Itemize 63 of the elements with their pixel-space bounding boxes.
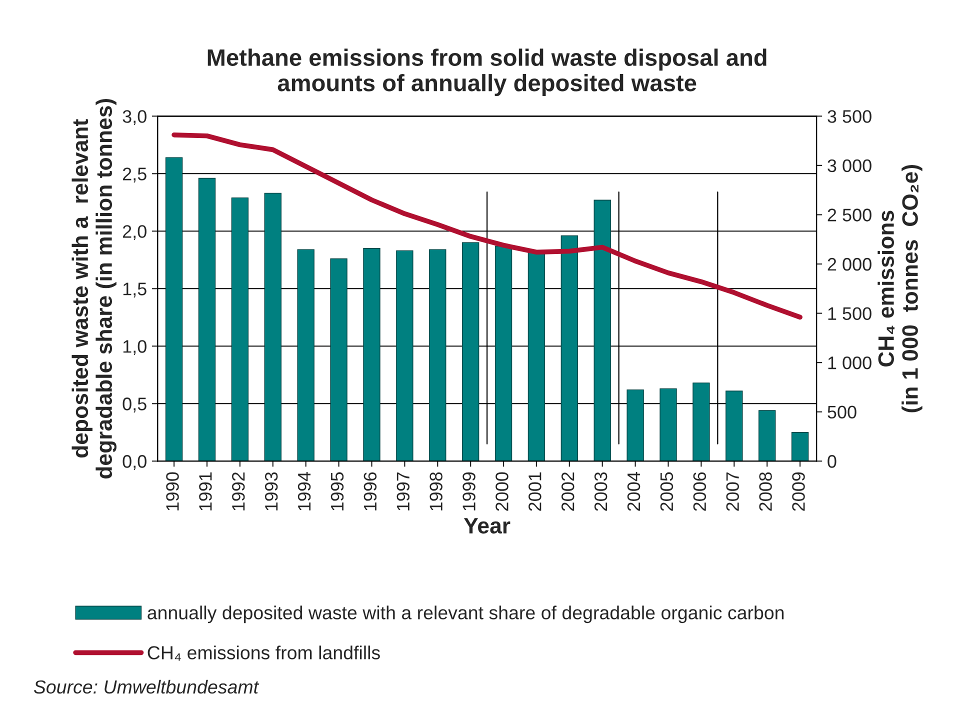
bar (560, 235, 578, 462)
y2-tick-label: 500 (828, 406, 856, 419)
bar (363, 248, 380, 462)
bar (198, 178, 216, 462)
x-tick-label: 2001 (528, 472, 542, 511)
y2-tick-label: 2 500 (828, 208, 872, 222)
x-tick-label: 2003 (594, 472, 608, 511)
y2-axis-title: CH₄ emissions (in 1 000 tonnes CO₂e) (878, 165, 922, 412)
y-tick-label: 1,0 (123, 340, 146, 355)
x-tick-label: 1999 (462, 472, 476, 510)
x-tick-label: 2005 (660, 472, 674, 511)
y-tick-label: 2,0 (122, 225, 146, 240)
bar (231, 197, 249, 462)
x-tick-label: 1994 (298, 472, 311, 510)
bar (791, 432, 809, 462)
bar (165, 157, 183, 462)
chart-title: Methane emissions from solid waste disposal and amounts of annually deposited waste (208, 48, 766, 96)
bar (528, 251, 546, 462)
bar (726, 390, 743, 462)
x-tick-label: 2004 (627, 472, 640, 511)
bar (396, 250, 414, 462)
x-tick-label: 2006 (693, 472, 706, 511)
line-series (172, 132, 802, 320)
bar (264, 192, 282, 462)
y2-tick-label: 1 000 (828, 356, 872, 370)
bar (297, 249, 314, 462)
y2-tick-label: 3 500 (828, 110, 872, 123)
x-tick-label: 2000 (496, 472, 508, 511)
bar (758, 410, 776, 462)
bar (626, 389, 644, 462)
y-tick-label: 1,5 (123, 282, 146, 298)
y-tick-label: 2,5 (122, 168, 146, 183)
y2-tick-label: 1 500 (828, 307, 872, 320)
bar (330, 258, 348, 462)
x-tick-label: 2008 (759, 472, 772, 511)
y-tick-label: 0,5 (122, 398, 146, 412)
legend-label: annually deposited waste with a relevant share of degradable organic carbon (148, 606, 784, 624)
x-tick-label: 1993 (264, 472, 278, 510)
bar (462, 242, 480, 462)
x-tick-label: 1995 (330, 472, 344, 510)
bar (692, 382, 710, 462)
x-tick-label: 2009 (792, 472, 805, 511)
x-tick-label: 2007 (726, 472, 740, 511)
x-tick-label: 1991 (199, 472, 212, 510)
x-tick-label: 1990 (166, 472, 179, 510)
y-tick-label: 3,0 (122, 110, 146, 126)
y-axis-title: deposited waste with a relevant degradable share (in million tonnes) (72, 98, 117, 478)
y2-tick-label: 0 (828, 455, 836, 468)
x-axis-title: Year (464, 518, 510, 534)
y2-tick-label: 2 000 (828, 258, 872, 271)
x-tick-label: 1992 (232, 472, 245, 510)
y2-tick-label: 3 000 (828, 159, 872, 172)
x-tick-label: 1996 (364, 472, 377, 510)
bar (660, 388, 677, 462)
x-tick-label: 1997 (396, 472, 410, 510)
legend-label: CH₄ emissions from landfills (148, 646, 380, 661)
x-tick-label: 2002 (561, 472, 574, 511)
y-tick-label: 0,0 (122, 455, 146, 470)
x-tick-label: 1998 (430, 472, 442, 510)
bar (429, 249, 446, 462)
source-note: Source: Umweltbundesamt (34, 680, 260, 694)
bar (494, 246, 512, 462)
bar (594, 200, 611, 462)
